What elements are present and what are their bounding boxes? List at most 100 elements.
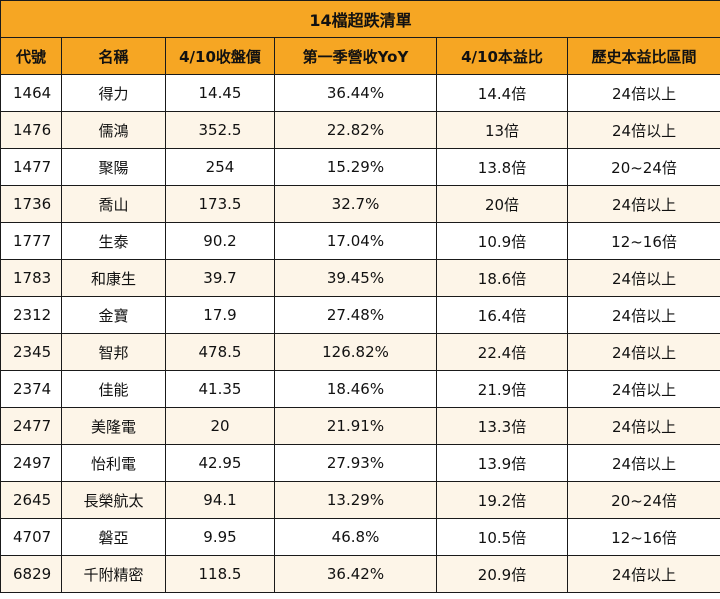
table-row: 6829 千附精密 118.5 36.42% 20.9倍 24倍以上	[0, 555, 720, 593]
cell-pe-ratio: 20倍	[436, 185, 568, 223]
cell-pe-range: 24倍以上	[566, 296, 720, 334]
cell-name: 千附精密	[61, 555, 166, 593]
cell-name: 喬山	[61, 185, 166, 223]
cell-code: 1476	[0, 111, 62, 149]
cell-pe-range: 24倍以上	[566, 333, 720, 371]
cell-revenue-yoy: 18.46%	[274, 370, 437, 408]
cell-revenue-yoy: 36.42%	[274, 555, 437, 593]
cell-pe-range: 24倍以上	[566, 444, 720, 482]
cell-pe-ratio: 10.5倍	[436, 518, 568, 556]
cell-pe-ratio: 13.3倍	[436, 407, 568, 445]
cell-pe-range: 12~16倍	[566, 222, 720, 260]
cell-close-price: 17.9	[165, 296, 275, 334]
cell-close-price: 254	[165, 148, 275, 186]
cell-close-price: 14.45	[165, 74, 275, 112]
cell-code: 1777	[0, 222, 62, 260]
cell-revenue-yoy: 36.44%	[274, 74, 437, 112]
cell-pe-range: 20~24倍	[566, 481, 720, 519]
cell-revenue-yoy: 27.93%	[274, 444, 437, 482]
cell-close-price: 90.2	[165, 222, 275, 260]
table-row: 2374 佳能 41.35 18.46% 21.9倍 24倍以上	[0, 370, 720, 408]
cell-close-price: 39.7	[165, 259, 275, 297]
cell-revenue-yoy: 32.7%	[274, 185, 437, 223]
cell-pe-range: 24倍以上	[566, 555, 720, 593]
cell-pe-range: 12~16倍	[566, 518, 720, 556]
cell-code: 2312	[0, 296, 62, 334]
table-row: 1477 聚陽 254 15.29% 13.8倍 20~24倍	[0, 148, 720, 186]
table-row: 1783 和康生 39.7 39.45% 18.6倍 24倍以上	[0, 259, 720, 297]
cell-pe-range: 24倍以上	[566, 259, 720, 297]
cell-pe-range: 24倍以上	[566, 111, 720, 149]
table-row: 2497 怡利電 42.95 27.93% 13.9倍 24倍以上	[0, 444, 720, 482]
cell-pe-ratio: 20.9倍	[436, 555, 568, 593]
cell-revenue-yoy: 22.82%	[274, 111, 437, 149]
cell-revenue-yoy: 17.04%	[274, 222, 437, 260]
cell-code: 6829	[0, 555, 62, 593]
cell-code: 2497	[0, 444, 62, 482]
table-row: 2645 長榮航太 94.1 13.29% 19.2倍 20~24倍	[0, 481, 720, 519]
cell-close-price: 42.95	[165, 444, 275, 482]
cell-code: 1736	[0, 185, 62, 223]
col-header-pe-ratio: 4/10本益比	[436, 37, 568, 75]
cell-close-price: 94.1	[165, 481, 275, 519]
table-row: 2345 智邦 478.5 126.82% 22.4倍 24倍以上	[0, 333, 720, 371]
col-header-q1-revenue-yoy: 第一季營收YoY	[274, 37, 437, 75]
cell-name: 聚陽	[61, 148, 166, 186]
cell-code: 1477	[0, 148, 62, 186]
cell-pe-range: 24倍以上	[566, 185, 720, 223]
cell-pe-ratio: 13倍	[436, 111, 568, 149]
cell-code: 2345	[0, 333, 62, 371]
cell-revenue-yoy: 15.29%	[274, 148, 437, 186]
cell-name: 佳能	[61, 370, 166, 408]
col-header-code: 代號	[0, 37, 62, 75]
cell-close-price: 20	[165, 407, 275, 445]
cell-code: 2374	[0, 370, 62, 408]
cell-name: 金寶	[61, 296, 166, 334]
table-row: 4707 磐亞 9.95 46.8% 10.5倍 12~16倍	[0, 518, 720, 556]
cell-name: 怡利電	[61, 444, 166, 482]
cell-revenue-yoy: 21.91%	[274, 407, 437, 445]
table-row: 1464 得力 14.45 36.44% 14.4倍 24倍以上	[0, 74, 720, 112]
cell-code: 2477	[0, 407, 62, 445]
cell-pe-ratio: 13.8倍	[436, 148, 568, 186]
cell-name: 智邦	[61, 333, 166, 371]
table-row: 1476 儒鴻 352.5 22.82% 13倍 24倍以上	[0, 111, 720, 149]
cell-name: 長榮航太	[61, 481, 166, 519]
table-row: 2312 金寶 17.9 27.48% 16.4倍 24倍以上	[0, 296, 720, 334]
cell-revenue-yoy: 27.48%	[274, 296, 437, 334]
cell-code: 2645	[0, 481, 62, 519]
table-title: 14檔超跌清單	[0, 0, 720, 38]
cell-code: 1783	[0, 259, 62, 297]
cell-name: 生泰	[61, 222, 166, 260]
cell-close-price: 9.95	[165, 518, 275, 556]
cell-code: 1464	[0, 74, 62, 112]
cell-pe-range: 24倍以上	[566, 407, 720, 445]
cell-pe-ratio: 22.4倍	[436, 333, 568, 371]
cell-name: 和康生	[61, 259, 166, 297]
table-row: 2477 美隆電 20 21.91% 13.3倍 24倍以上	[0, 407, 720, 445]
cell-revenue-yoy: 13.29%	[274, 481, 437, 519]
cell-pe-range: 24倍以上	[566, 370, 720, 408]
table-row: 1777 生泰 90.2 17.04% 10.9倍 12~16倍	[0, 222, 720, 260]
cell-pe-ratio: 13.9倍	[436, 444, 568, 482]
cell-close-price: 478.5	[165, 333, 275, 371]
cell-pe-ratio: 18.6倍	[436, 259, 568, 297]
cell-pe-ratio: 19.2倍	[436, 481, 568, 519]
cell-pe-range: 20~24倍	[566, 148, 720, 186]
cell-pe-ratio: 10.9倍	[436, 222, 568, 260]
cell-close-price: 173.5	[165, 185, 275, 223]
table-row: 1736 喬山 173.5 32.7% 20倍 24倍以上	[0, 185, 720, 223]
col-header-historical-pe-range: 歷史本益比區間	[566, 37, 720, 75]
cell-revenue-yoy: 126.82%	[274, 333, 437, 371]
cell-revenue-yoy: 46.8%	[274, 518, 437, 556]
cell-revenue-yoy: 39.45%	[274, 259, 437, 297]
col-header-close-price: 4/10收盤價	[165, 37, 275, 75]
cell-name: 美隆電	[61, 407, 166, 445]
cell-pe-range: 24倍以上	[566, 74, 720, 112]
cell-pe-ratio: 21.9倍	[436, 370, 568, 408]
cell-code: 4707	[0, 518, 62, 556]
cell-name: 磐亞	[61, 518, 166, 556]
col-header-name: 名稱	[61, 37, 166, 75]
cell-close-price: 352.5	[165, 111, 275, 149]
